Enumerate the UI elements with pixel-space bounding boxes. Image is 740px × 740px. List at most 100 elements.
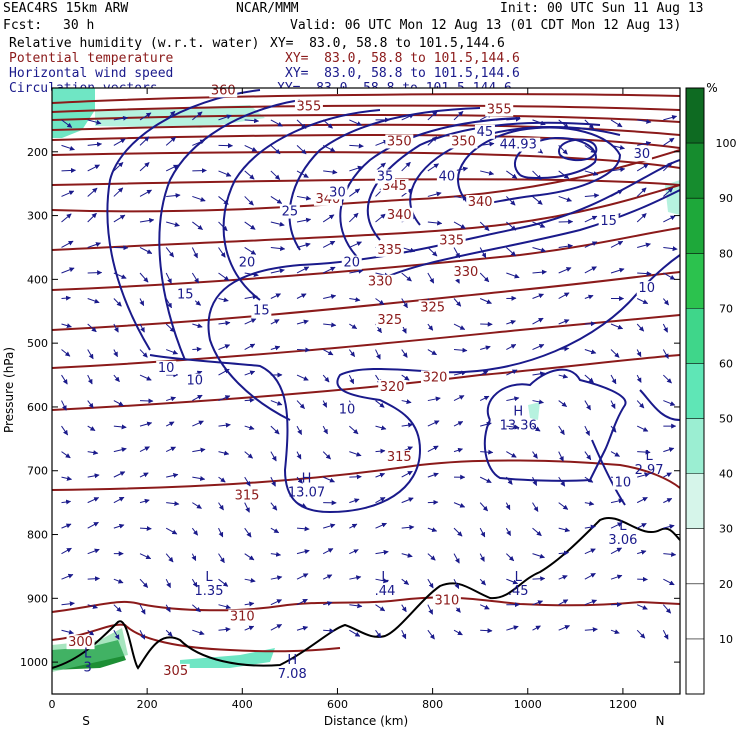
wind-vector (610, 400, 616, 409)
wind-vector (270, 400, 283, 406)
theta-label-bg (385, 450, 414, 465)
wind-vector (270, 575, 283, 581)
wind-vector (453, 502, 466, 508)
wind-vector (663, 400, 676, 406)
wspd-label-bg (251, 303, 272, 318)
y-tick-label: 900 (27, 592, 48, 605)
wind-vector (636, 629, 646, 639)
theta-contour (52, 354, 680, 411)
wind-vector (480, 628, 493, 634)
colorbar-segment (686, 583, 704, 639)
wind-vector (532, 425, 541, 432)
x-tick-label: 600 (327, 698, 348, 711)
wind-vector (558, 400, 567, 407)
wind-vector (480, 449, 494, 455)
wind-vector (322, 574, 333, 580)
wind-vector (61, 523, 72, 529)
wind-vector (584, 349, 597, 355)
wind-vector (165, 578, 171, 589)
wind-vector (532, 293, 544, 299)
wind-vector (375, 425, 387, 431)
x-tick-label: 400 (232, 698, 253, 711)
wind-vector (165, 323, 175, 333)
wind-vector (61, 601, 75, 607)
colorbar-segment (686, 308, 704, 364)
wind-vector (323, 169, 338, 175)
wind-vector (532, 576, 546, 582)
wind-vector (218, 604, 232, 610)
wind-vector (270, 623, 283, 631)
theta-label: 325 (420, 300, 445, 315)
wind-vector (218, 422, 231, 428)
wind-vector (244, 553, 255, 561)
wind-vector (375, 549, 389, 555)
theta-contour (52, 93, 680, 104)
extremum-value: 7.08 (278, 667, 307, 682)
theta-label-bg (233, 488, 262, 503)
wind-vector (427, 136, 438, 146)
wind-vector (558, 319, 570, 325)
wind-vector (584, 599, 598, 606)
colorbar-tick-label: 100 (716, 137, 737, 150)
wind-vector (532, 269, 547, 275)
wind-vector (113, 471, 126, 478)
theta-label-bg (451, 265, 480, 280)
wind-vector (610, 144, 625, 150)
wind-vector (322, 476, 335, 483)
rh-shade-mid-right (528, 402, 540, 420)
wind-vector (296, 476, 303, 484)
wind-vector (375, 448, 386, 454)
wind-vector (296, 625, 309, 631)
theta-label: 310 (434, 594, 459, 609)
wind-vector (61, 267, 75, 274)
wind-vector (584, 321, 596, 327)
wind-vector (165, 136, 177, 146)
wind-vector (244, 502, 250, 513)
wind-vector (375, 522, 387, 529)
wind-vector (349, 523, 358, 529)
wind-vector (663, 187, 674, 197)
theta-label: 310 (230, 610, 255, 625)
wind-vector (375, 578, 389, 584)
wspd-label-bg (184, 373, 205, 388)
wind-vector (244, 196, 254, 206)
wind-vector (506, 116, 521, 122)
wind-vector (218, 626, 231, 632)
theta-label: 315 (235, 488, 260, 503)
wind-vector (349, 425, 359, 435)
wind-vector (610, 522, 623, 529)
colorbar-segment (686, 198, 704, 254)
wind-vector (610, 451, 620, 457)
wind-vector (401, 497, 414, 504)
wind-vector (61, 349, 71, 357)
wspd-label: 30 (329, 185, 346, 200)
wspd-label-bg (156, 360, 177, 375)
wind-vector (61, 400, 67, 411)
wind-vector (165, 553, 174, 563)
wspd-label-bg (496, 137, 541, 152)
wind-vector (401, 161, 411, 172)
wind-vector (270, 268, 285, 274)
wind-vector (296, 425, 303, 435)
x-end-label-right: N (656, 714, 665, 728)
theta-label: 320 (423, 370, 448, 385)
theta-label: 315 (387, 450, 412, 465)
theta-contour (52, 184, 680, 251)
wind-vector (636, 323, 645, 332)
wind-vector (532, 344, 545, 350)
wind-vector (401, 272, 412, 282)
extremum-value: 2.97 (635, 463, 664, 478)
wind-vector (427, 396, 441, 402)
wind-vector (558, 451, 564, 462)
wind-vector (610, 374, 617, 385)
wind-vector (532, 119, 546, 126)
theta-label-bg (432, 593, 461, 608)
colorbar-tick-label: 30 (719, 523, 733, 536)
y-tick-label: 200 (27, 146, 48, 159)
theta-label: 340 (468, 195, 493, 210)
wind-vector (453, 110, 464, 121)
wind-vector (296, 119, 307, 129)
wspd-label-bg (631, 147, 652, 162)
wind-vector (506, 272, 520, 279)
wind-vector (453, 195, 469, 201)
